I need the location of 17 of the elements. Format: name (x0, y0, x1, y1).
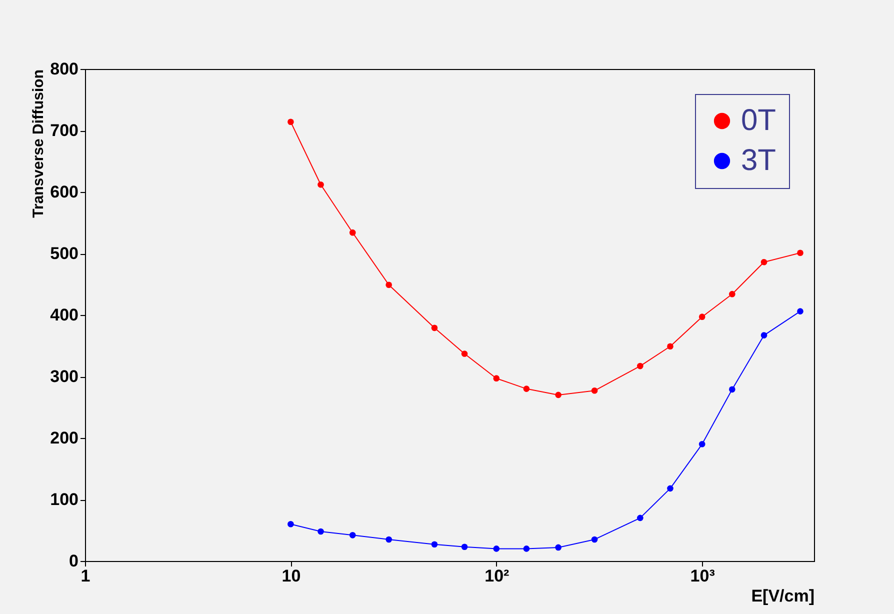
x-tick-label: 1 (80, 566, 90, 586)
y-tick-label: 0 (69, 552, 78, 570)
y-tick-label: 800 (50, 60, 78, 78)
x-tick-label: 10² (484, 566, 510, 586)
x-axis-title: E[V/cm] (751, 586, 814, 606)
y-tick-label: 200 (50, 428, 78, 448)
legend-label: 3T (741, 144, 776, 177)
y-tick-label: 400 (50, 306, 78, 324)
x-tick-label: 10³ (690, 566, 716, 586)
y-tick-label: 500 (50, 244, 78, 263)
y-tick-label: 600 (50, 182, 78, 202)
y-tick-label: 100 (50, 490, 78, 509)
y-axis-title: Transverse Diffusion (30, 70, 48, 218)
legend-label: 0T (741, 104, 776, 137)
y-tick-label: 700 (50, 121, 78, 140)
y-tick-label: 300 (50, 367, 78, 386)
x-tick-label: 10 (282, 566, 301, 586)
